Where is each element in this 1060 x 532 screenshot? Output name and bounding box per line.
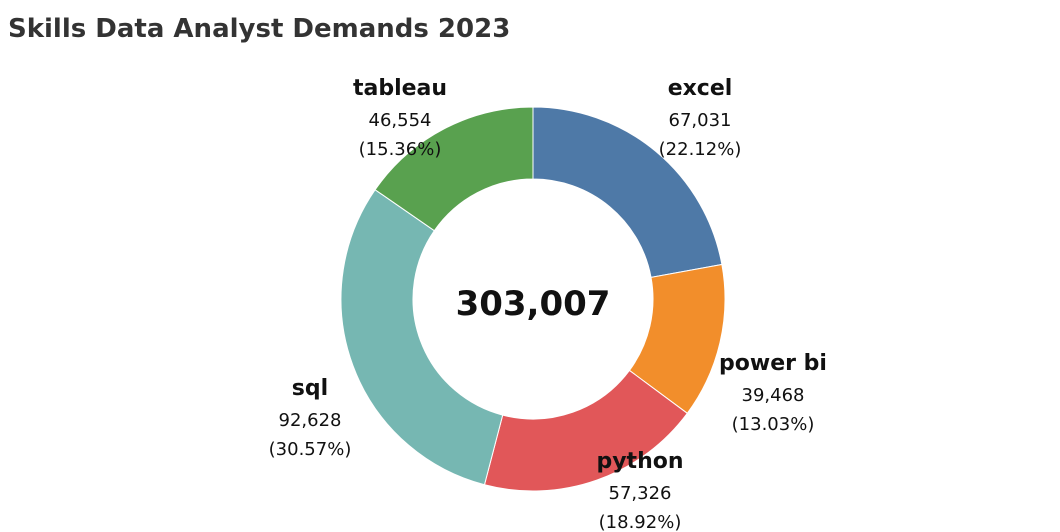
- label-percent-power-bi: (13.03%): [732, 414, 815, 435]
- donut-slices: [340, 106, 726, 492]
- label-value-python: 57,326: [609, 483, 672, 504]
- label-name-sql: sql: [292, 376, 328, 401]
- slice-tableau[interactable]: [374, 106, 534, 232]
- label-percent-tableau: (15.36%): [359, 139, 442, 160]
- label-name-python: python: [596, 449, 683, 474]
- label-value-excel: 67,031: [669, 110, 732, 131]
- label-name-power-bi: power bi: [719, 351, 827, 376]
- label-percent-excel: (22.12%): [659, 139, 742, 160]
- label-value-sql: 92,628: [279, 410, 342, 431]
- label-percent-sql: (30.57%): [269, 439, 352, 460]
- label-value-tableau: 46,554: [369, 110, 432, 131]
- slice-sql[interactable]: [340, 189, 504, 486]
- chart-title: Skills Data Analyst Demands 2023: [8, 14, 511, 44]
- slice-labels: excel 67,031 (22.12%) power bi 39,468 (13.03%…: [269, 76, 827, 532]
- label-name-excel: excel: [668, 76, 733, 101]
- center-total: 303,007: [456, 284, 611, 324]
- label-value-power-bi: 39,468: [742, 385, 805, 406]
- label-percent-python: (18.92%): [599, 512, 682, 532]
- label-name-tableau: tableau: [353, 76, 447, 101]
- slice-excel[interactable]: [532, 106, 723, 278]
